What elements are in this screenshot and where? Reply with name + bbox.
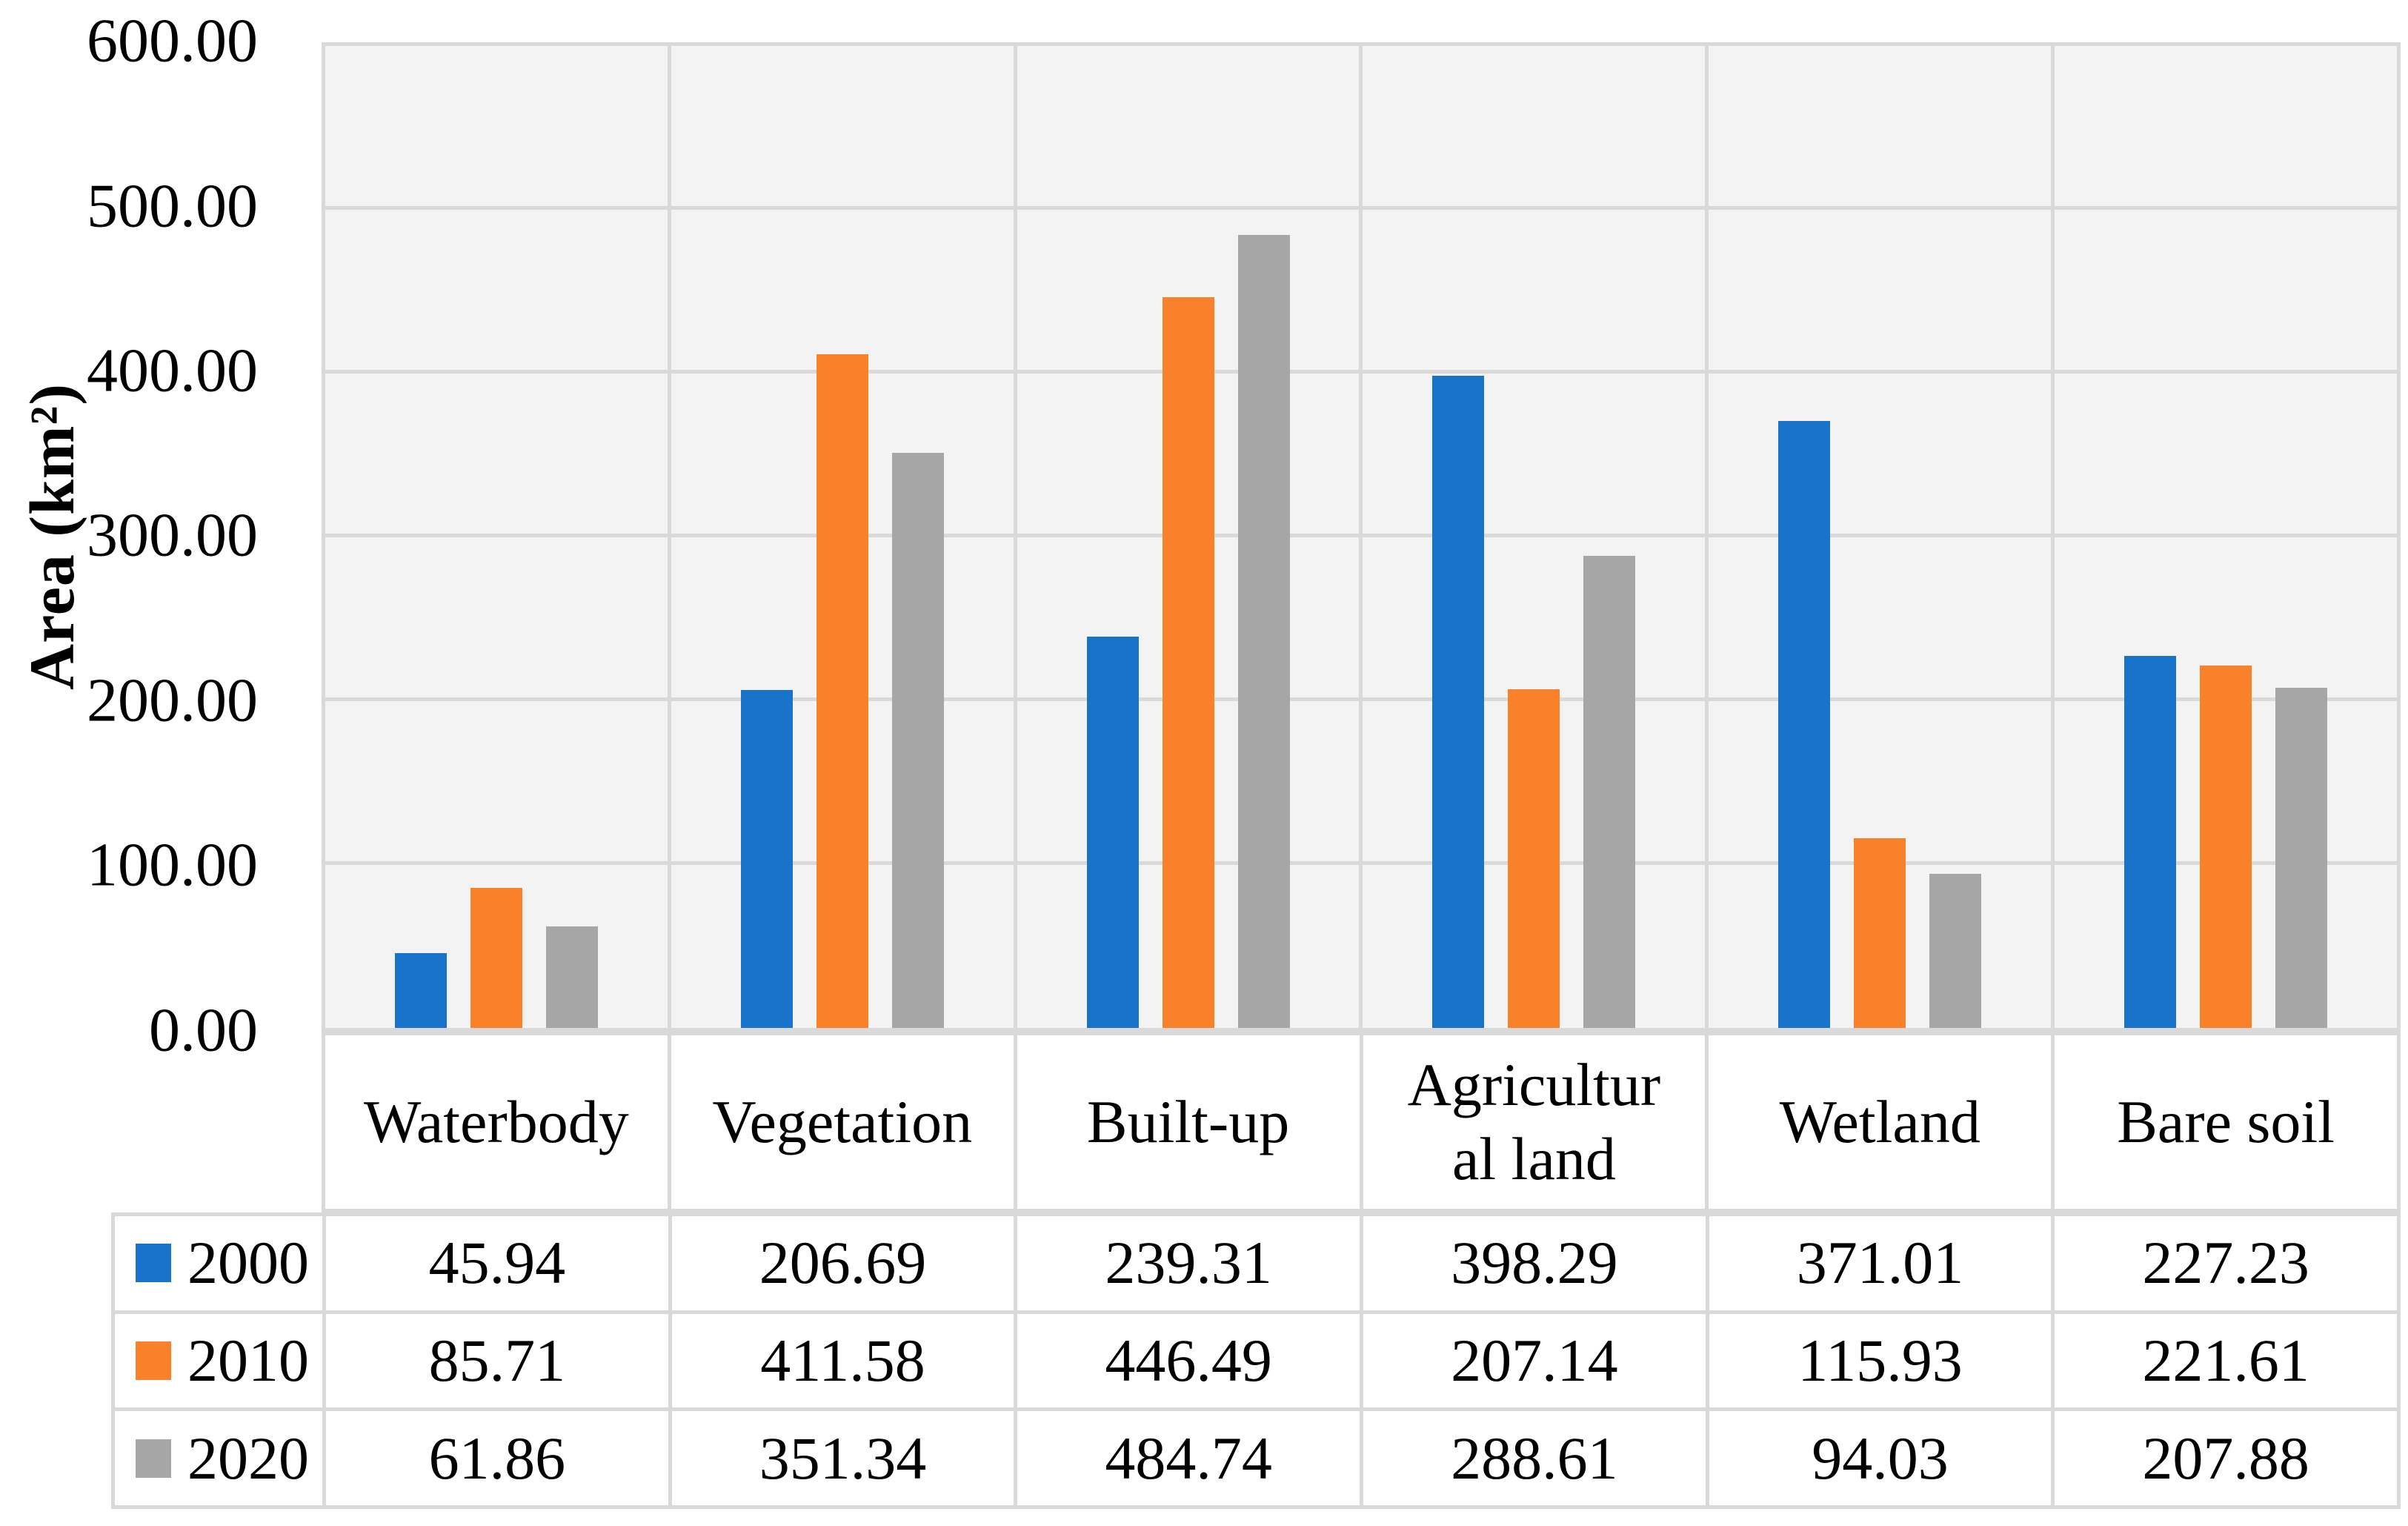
data-table: 2000 45.94 206.69 239.31 398.29 371.01 2… [111, 1212, 2401, 1509]
bar-2010-vegetation [816, 354, 868, 1028]
table-value-2020-waterbody: 61.86 [326, 1411, 668, 1505]
table-value-2000-wetland: 371.01 [1709, 1216, 2052, 1310]
bar-2020-agricultural-land [1583, 555, 1636, 1028]
category-axis-row: Waterbody Vegetation Built-up Agricultur… [322, 1032, 2401, 1212]
bar-2020-wetland [1929, 874, 1982, 1028]
table-value-2010-waterbody: 85.71 [326, 1313, 668, 1408]
category-column-agricultural-land [1359, 46, 1705, 1028]
bar-2000-agricultural-land [1432, 376, 1485, 1028]
legend-label-2020: 2020 [187, 1424, 309, 1492]
legend-swatch-2020 [136, 1439, 171, 1478]
category-label-agricultural-land: Agricultur al land [1363, 1035, 1706, 1209]
category-column-wetland [1705, 46, 2051, 1028]
bar-2020-bare-soil [2275, 687, 2328, 1028]
y-tick-label: 300.00 [87, 500, 258, 570]
plot-area [322, 42, 2401, 1032]
table-value-2000-vegetation: 206.69 [671, 1216, 1014, 1310]
bar-2010-waterbody [470, 887, 522, 1028]
table-value-2020-agricultural-land: 288.61 [1363, 1411, 1706, 1505]
legend-row-2000: 2000 [115, 1216, 322, 1310]
table-value-2010-built-up: 446.49 [1017, 1313, 1360, 1408]
bar-2000-waterbody [394, 952, 447, 1028]
bar-2000-vegetation [740, 689, 793, 1028]
y-tick-label: 600.00 [87, 6, 258, 76]
y-tick-label: 500.00 [87, 171, 258, 241]
category-label-waterbody: Waterbody [325, 1035, 668, 1209]
legend-swatch-2000 [136, 1244, 171, 1283]
table-value-2020-vegetation: 351.34 [671, 1411, 1014, 1505]
y-tick-label: 100.00 [87, 830, 258, 900]
legend-row-2020: 2020 [115, 1411, 322, 1505]
table-value-2010-agricultural-land: 207.14 [1363, 1313, 1706, 1408]
y-tick-label: 400.00 [87, 336, 258, 405]
table-value-2010-bare-soil: 221.61 [2055, 1313, 2397, 1408]
category-label-wetland: Wetland [1709, 1035, 2052, 1209]
bar-2010-bare-soil [2200, 665, 2252, 1028]
bar-2000-wetland [1778, 420, 1831, 1028]
table-value-2000-built-up: 239.31 [1017, 1216, 1360, 1310]
table-value-2000-agricultural-land: 398.29 [1363, 1216, 1706, 1310]
bar-2010-agricultural-land [1508, 689, 1560, 1028]
y-tick-label: 200.00 [87, 666, 258, 735]
bar-2000-built-up [1086, 636, 1139, 1028]
bar-2020-built-up [1237, 234, 1290, 1028]
category-column-vegetation [667, 46, 1014, 1028]
category-column-waterbody [325, 46, 668, 1028]
y-tick-label: 0.00 [149, 995, 258, 1065]
category-label-vegetation: Vegetation [671, 1035, 1014, 1209]
table-value-2010-wetland: 115.93 [1709, 1313, 2052, 1408]
legend-row-2010: 2010 [115, 1313, 322, 1408]
table-value-2000-waterbody: 45.94 [326, 1216, 668, 1310]
legend-label-2000: 2000 [187, 1229, 309, 1297]
bar-2010-wetland [1854, 838, 1906, 1028]
legend-label-2010: 2010 [187, 1326, 309, 1394]
bar-2020-vegetation [891, 453, 944, 1028]
table-value-2010-vegetation: 411.58 [671, 1313, 1014, 1408]
table-value-2020-built-up: 484.74 [1017, 1411, 1360, 1505]
table-value-2020-wetland: 94.03 [1709, 1411, 2052, 1505]
category-label-built-up: Built-up [1017, 1035, 1360, 1209]
category-label-bare-soil: Bare soil [2055, 1035, 2397, 1209]
bar-2020-waterbody [545, 926, 598, 1028]
bar-2000-bare-soil [2124, 656, 2177, 1028]
table-value-2020-bare-soil: 207.88 [2055, 1411, 2397, 1505]
category-column-built-up [1013, 46, 1360, 1028]
table-value-2000-bare-soil: 227.23 [2055, 1216, 2397, 1310]
bar-2010-built-up [1162, 297, 1214, 1028]
legend-swatch-2010 [136, 1341, 171, 1380]
category-column-bare-soil [2051, 46, 2397, 1028]
